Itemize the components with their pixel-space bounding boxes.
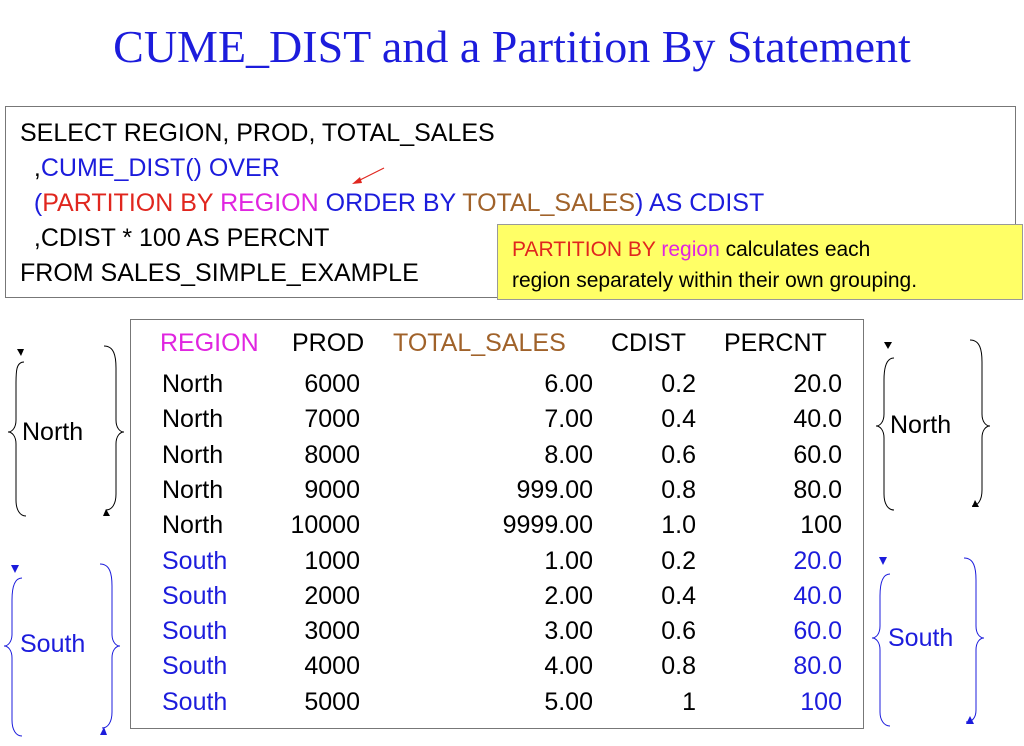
cell-region: South — [162, 546, 228, 575]
cell-percnt: 100 — [800, 687, 842, 716]
page-title: CUME_DIST and a Partition By Statement — [113, 21, 911, 72]
cell-total-sales: 6.00 — [544, 370, 593, 398]
left-south-label: South — [20, 630, 86, 658]
cell-region: North — [162, 440, 224, 469]
right-south-arrow-top-icon — [879, 557, 887, 565]
cell-percnt: 40.0 — [793, 581, 842, 610]
cell-prod: 3000 — [304, 617, 360, 646]
sql-line-3: (PARTITION BY REGION ORDER BY TOTAL_SALE… — [20, 189, 764, 218]
cell-region: South — [162, 581, 228, 610]
note-text-2: region separately within their own group… — [512, 269, 918, 292]
column-header-prod: PROD — [292, 329, 365, 357]
right-north-label: North — [890, 411, 952, 439]
cell-percnt: 60.0 — [793, 440, 842, 469]
note-region-word: region — [661, 238, 720, 261]
cell-percnt: 40.0 — [793, 405, 842, 434]
right-north-arrow-bottom-icon — [972, 500, 979, 507]
note-text-1: calculates each — [719, 238, 871, 261]
cell-total-sales: 1.00 — [544, 546, 593, 575]
cell-prod: 7000 — [304, 405, 360, 434]
results-table — [130, 319, 864, 729]
column-header-percnt: PERCNT — [724, 329, 827, 357]
cell-total-sales: 4.00 — [544, 652, 593, 681]
cell-total-sales: 999.00 — [516, 475, 593, 504]
cell-percnt: 100 — [800, 511, 842, 540]
right-south-arrow-bottom-icon — [966, 716, 974, 724]
sql-as-cdist: ) AS CDIST — [635, 189, 765, 217]
cell-region: North — [162, 370, 224, 398]
column-header-cdist: CDIST — [611, 329, 686, 357]
cell-percnt: 80.0 — [793, 475, 842, 504]
cell-region: South — [162, 652, 228, 681]
cell-total-sales: 3.00 — [544, 617, 593, 646]
cell-cdist: 0.2 — [661, 546, 696, 575]
cell-percnt: 80.0 — [793, 652, 842, 681]
sql-order-by: ORDER BY — [318, 189, 463, 217]
cell-total-sales: 8.00 — [544, 440, 593, 469]
cell-region: North — [162, 475, 224, 504]
left-north-arrow-bottom-icon — [103, 509, 110, 516]
right-south-label: South — [888, 624, 954, 652]
sql-code-box: SELECT REGION, PROD, TOTAL_SALES ,CUME_D… — [5, 106, 1016, 298]
left-south-arrow-bottom-icon — [100, 727, 107, 735]
cell-cdist: 0.8 — [661, 652, 696, 681]
cell-region: South — [162, 687, 228, 716]
cell-prod: 8000 — [304, 440, 360, 469]
left-north-arrow-top-icon — [17, 349, 24, 356]
left-south-arrow-top-icon — [11, 565, 19, 573]
cell-prod: 4000 — [304, 652, 360, 681]
cell-cdist: 0.4 — [661, 405, 696, 434]
cell-total-sales: 7.00 — [544, 405, 593, 434]
cell-cdist: 0.6 — [661, 617, 696, 646]
column-header-total-sales: TOTAL_SALES — [393, 329, 566, 357]
sql-region-keyword: REGION — [220, 189, 319, 217]
sql-line-5: FROM SALES_SIMPLE_EXAMPLE — [20, 259, 419, 287]
cell-cdist: 1 — [682, 687, 696, 716]
column-header-region: REGION — [160, 329, 259, 357]
cell-region: North — [162, 405, 224, 434]
cell-prod: 9000 — [304, 475, 360, 504]
note-partition-by: PARTITION BY — [512, 238, 662, 261]
cell-cdist: 0.2 — [661, 370, 696, 398]
sql-line-2: ,CUME_DIST() OVER — [20, 154, 280, 183]
cell-percnt: 20.0 — [793, 370, 842, 398]
partition-note: PARTITION BY region calculates each regio… — [497, 224, 1023, 300]
cell-cdist: 0.8 — [661, 475, 696, 504]
cell-prod: 6000 — [304, 370, 360, 398]
cell-prod: 1000 — [304, 546, 360, 575]
sql-total-sales-keyword: TOTAL_SALES — [462, 189, 636, 217]
cell-percnt: 20.0 — [793, 546, 842, 575]
cell-total-sales: 5.00 — [544, 687, 593, 716]
cell-cdist: 1.0 — [661, 511, 696, 540]
cell-total-sales: 9999.00 — [502, 511, 593, 540]
sql-open-paren: ( — [33, 189, 43, 217]
cell-region: North — [162, 511, 224, 540]
sql-partition-by: PARTITION BY — [42, 189, 221, 217]
left-north-label: North — [22, 418, 84, 446]
sql-line-2-prefix: , — [20, 154, 41, 182]
sql-line-3-indent — [20, 189, 34, 217]
sql-line-1: SELECT REGION, PROD, TOTAL_SALES — [20, 119, 495, 147]
right-north-arrow-top-icon — [884, 342, 892, 349]
sql-line-4: ,CDIST * 100 AS PERCNT — [20, 224, 330, 252]
cell-prod: 10000 — [290, 511, 360, 540]
cell-total-sales: 2.00 — [544, 581, 593, 610]
cell-prod: 5000 — [304, 687, 360, 716]
cell-percnt: 60.0 — [793, 617, 842, 646]
cell-cdist: 0.6 — [661, 440, 696, 469]
sql-cume-dist-func: CUME_DIST() OVER — [40, 154, 280, 182]
cell-cdist: 0.4 — [661, 581, 696, 610]
cell-prod: 2000 — [304, 581, 360, 610]
cell-region: South — [162, 617, 228, 646]
